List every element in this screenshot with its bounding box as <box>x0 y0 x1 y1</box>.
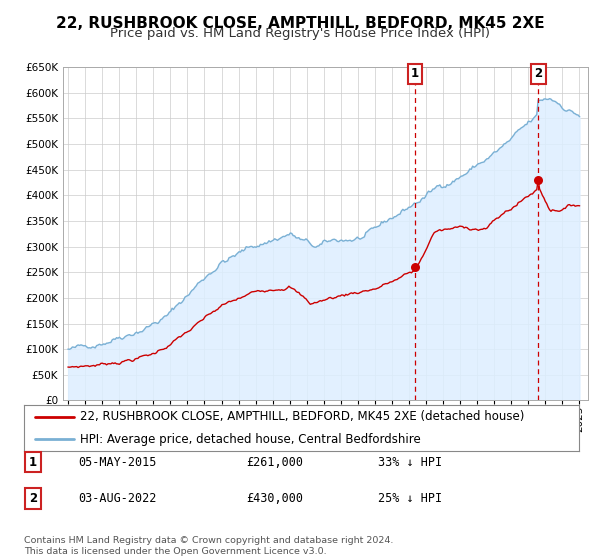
Text: Price paid vs. HM Land Registry's House Price Index (HPI): Price paid vs. HM Land Registry's House … <box>110 27 490 40</box>
Text: 2: 2 <box>29 492 37 505</box>
Text: 33% ↓ HPI: 33% ↓ HPI <box>378 455 442 469</box>
Text: £261,000: £261,000 <box>246 455 303 469</box>
Text: 1: 1 <box>411 67 419 80</box>
Text: 05-MAY-2015: 05-MAY-2015 <box>78 455 157 469</box>
Text: £430,000: £430,000 <box>246 492 303 505</box>
Text: 22, RUSHBROOK CLOSE, AMPTHILL, BEDFORD, MK45 2XE (detached house): 22, RUSHBROOK CLOSE, AMPTHILL, BEDFORD, … <box>79 410 524 423</box>
Text: 25% ↓ HPI: 25% ↓ HPI <box>378 492 442 505</box>
Text: 1: 1 <box>29 455 37 469</box>
Text: HPI: Average price, detached house, Central Bedfordshire: HPI: Average price, detached house, Cent… <box>79 433 420 446</box>
Text: 22, RUSHBROOK CLOSE, AMPTHILL, BEDFORD, MK45 2XE: 22, RUSHBROOK CLOSE, AMPTHILL, BEDFORD, … <box>56 16 544 31</box>
Text: Contains HM Land Registry data © Crown copyright and database right 2024.
This d: Contains HM Land Registry data © Crown c… <box>24 536 394 556</box>
Text: 03-AUG-2022: 03-AUG-2022 <box>78 492 157 505</box>
Text: 2: 2 <box>534 67 542 80</box>
